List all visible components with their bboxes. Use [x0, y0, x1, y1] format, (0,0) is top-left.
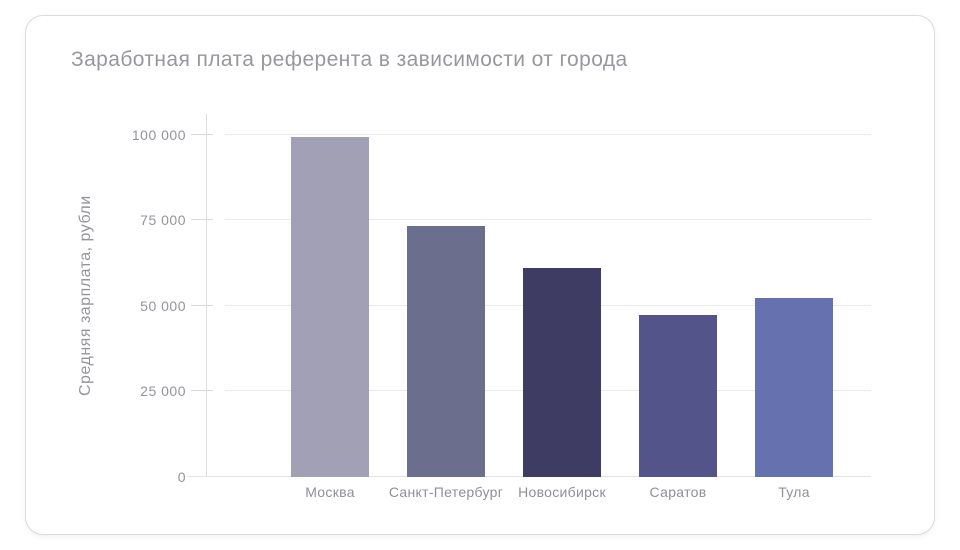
y-axis-tick: [191, 219, 213, 221]
gridline: [225, 133, 871, 135]
y-tick-label: 75 000: [140, 212, 186, 229]
bar: [639, 314, 717, 477]
y-axis-tick: [191, 133, 213, 135]
bar: [755, 297, 833, 477]
bar: [523, 267, 601, 477]
x-axis-label: Новосибирск: [518, 484, 606, 500]
y-tick-label: 50 000: [140, 297, 186, 314]
y-tick-label: 100 000: [131, 126, 186, 143]
gridline: [225, 219, 871, 221]
x-axis-label: Санкт-Петербург: [388, 484, 504, 500]
x-axis-label: Саратов: [649, 484, 707, 500]
y-axis-tick: [191, 304, 213, 306]
y-axis-tick: [191, 390, 213, 392]
bar: [291, 136, 369, 477]
y-tick-label: 0: [177, 469, 186, 485]
plot-area: Москва Санкт-Петербург Новосибирск Саратов Т…: [187, 114, 871, 500]
x-axis-label: Москва: [305, 484, 355, 500]
chart-title: Заработная плата референта в зависимости…: [71, 48, 628, 71]
y-tick-labels: 100 000 75 000 50 000 25 000 0: [26, 114, 186, 486]
chart-card: Заработная плата референта в зависимости…: [25, 15, 935, 535]
y-tick-label: 25 000: [140, 383, 186, 400]
x-axis-label: Тула: [778, 484, 810, 500]
bar: [407, 226, 485, 477]
